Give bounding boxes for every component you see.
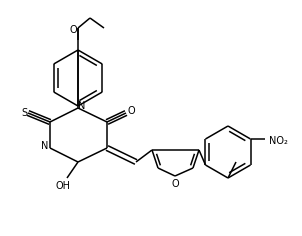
Text: N: N	[78, 101, 86, 111]
Text: O: O	[69, 25, 77, 35]
Text: NO₂: NO₂	[269, 136, 288, 146]
Text: S: S	[21, 108, 27, 118]
Text: N: N	[41, 141, 49, 151]
Text: O: O	[127, 106, 135, 116]
Text: OH: OH	[56, 181, 70, 191]
Text: O: O	[171, 179, 179, 189]
